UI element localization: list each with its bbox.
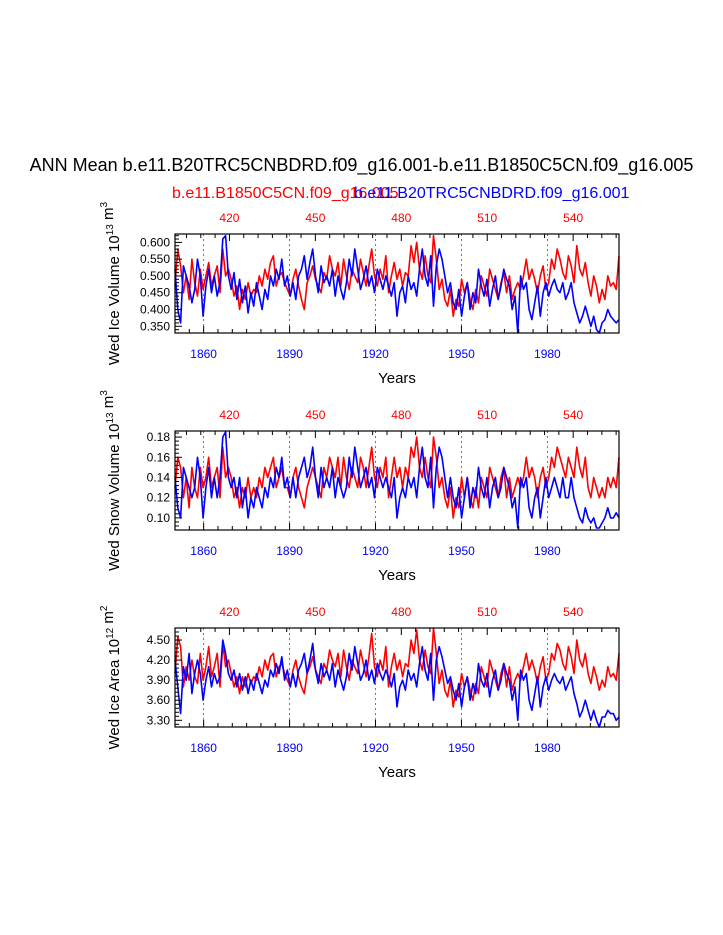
x-top-tick-label-510: 510 <box>477 211 497 225</box>
x-axis-title: Years <box>378 370 416 387</box>
x-top-tick-label-480: 480 <box>391 211 411 225</box>
plot-frame <box>174 627 620 728</box>
y-tick-label-0.400: 0.400 <box>140 303 170 317</box>
y-tick-label-4.20: 4.20 <box>147 653 171 667</box>
x-top-tick-label-450: 450 <box>305 408 325 422</box>
x-bottom-tick-label-1980: 1980 <box>534 544 561 558</box>
series-line-red <box>174 627 620 708</box>
x-bottom-tick-label-1890: 1890 <box>276 544 303 558</box>
y-axis-title: Wed Ice Area 1012 m2 <box>99 605 123 749</box>
subtitle-blue-run: b.e11.B20TRC5CNBDRD.f09_g16.001 <box>354 185 630 202</box>
x-bottom-tick-label-1860: 1860 <box>190 544 217 558</box>
y-axis-title: Wed Ice Volume 1013 m3 <box>99 201 123 365</box>
x-bottom-tick-label-1860: 1860 <box>190 741 217 755</box>
subtitle-red-run: b.e11.B1850C5CN.f09_g16.005 <box>172 185 399 202</box>
x-top-tick-label-480: 480 <box>391 605 411 619</box>
x-bottom-tick-label-1950: 1950 <box>448 741 475 755</box>
y-tick-label-3.90: 3.90 <box>147 673 171 687</box>
plot-frame <box>174 233 620 334</box>
figure-title: ANN Mean b.e11.B20TRC5CNBDRD.f09_g16.001… <box>29 155 694 175</box>
x-top-tick-label-450: 450 <box>305 211 325 225</box>
y-tick-label-3.30: 3.30 <box>147 713 171 727</box>
y-tick-label-0.450: 0.450 <box>140 286 170 300</box>
series-line-blue <box>174 431 620 529</box>
x-bottom-tick-label-1890: 1890 <box>276 741 303 755</box>
y-tick-label-0.14: 0.14 <box>147 470 171 484</box>
x-bottom-tick-label-1920: 1920 <box>362 544 389 558</box>
y-tick-label-3.60: 3.60 <box>147 693 171 707</box>
x-bottom-tick-label-1860: 1860 <box>190 347 217 361</box>
x-top-tick-label-420: 420 <box>219 408 239 422</box>
y-tick-label-0.18: 0.18 <box>147 430 171 444</box>
x-top-tick-label-420: 420 <box>219 211 239 225</box>
x-axis-title: Years <box>378 567 416 584</box>
y-tick-label-0.500: 0.500 <box>140 269 170 283</box>
plot-frame <box>174 430 620 531</box>
x-bottom-tick-label-1980: 1980 <box>534 741 561 755</box>
series-line-red <box>174 234 620 318</box>
y-tick-label-0.550: 0.550 <box>140 252 170 266</box>
y-axis-title-text: Wed Snow Volume 10 <box>106 424 123 571</box>
x-bottom-tick-label-1920: 1920 <box>362 741 389 755</box>
y-axis-title: Wed Snow Volume 1013 m3 <box>99 390 123 571</box>
x-bottom-tick-label-1950: 1950 <box>448 347 475 361</box>
x-top-tick-label-480: 480 <box>391 408 411 422</box>
y-axis-title-text: Wed Ice Area 10 <box>106 639 123 750</box>
y-tick-label-0.12: 0.12 <box>147 491 171 505</box>
y-axis-title-text: m <box>100 396 117 413</box>
x-top-tick-label-450: 450 <box>305 605 325 619</box>
y-tick-label-0.16: 0.16 <box>147 450 171 464</box>
y-axis-title-exponent: 13 <box>105 412 116 424</box>
x-axis-title: Years <box>378 764 416 781</box>
x-bottom-tick-label-1950: 1950 <box>448 544 475 558</box>
y-axis-title-exponent: 13 <box>105 224 116 236</box>
y-tick-label-0.350: 0.350 <box>140 319 170 333</box>
y-axis-title-text: Wed Ice Volume 10 <box>106 235 123 365</box>
x-top-tick-label-540: 540 <box>563 211 583 225</box>
x-bottom-tick-label-1890: 1890 <box>276 347 303 361</box>
y-axis-title-text: m <box>100 611 117 628</box>
series-line-blue <box>174 639 620 728</box>
x-top-tick-label-420: 420 <box>219 605 239 619</box>
y-axis-title-exponent: 12 <box>105 627 116 639</box>
y-axis-title-exponent: 3 <box>99 201 110 207</box>
y-axis-title-text: m <box>100 207 117 224</box>
y-axis-title-exponent: 2 <box>99 605 110 611</box>
x-top-tick-label-540: 540 <box>563 408 583 422</box>
x-bottom-tick-label-1920: 1920 <box>362 347 389 361</box>
x-bottom-tick-label-1980: 1980 <box>534 347 561 361</box>
y-tick-label-4.50: 4.50 <box>147 633 171 647</box>
series-line-blue <box>174 234 620 334</box>
y-tick-label-0.600: 0.600 <box>140 235 170 249</box>
x-top-tick-label-510: 510 <box>477 605 497 619</box>
y-tick-label-0.10: 0.10 <box>147 511 171 525</box>
x-top-tick-label-540: 540 <box>563 605 583 619</box>
x-top-tick-label-510: 510 <box>477 408 497 422</box>
y-axis-title-exponent: 3 <box>99 390 110 396</box>
